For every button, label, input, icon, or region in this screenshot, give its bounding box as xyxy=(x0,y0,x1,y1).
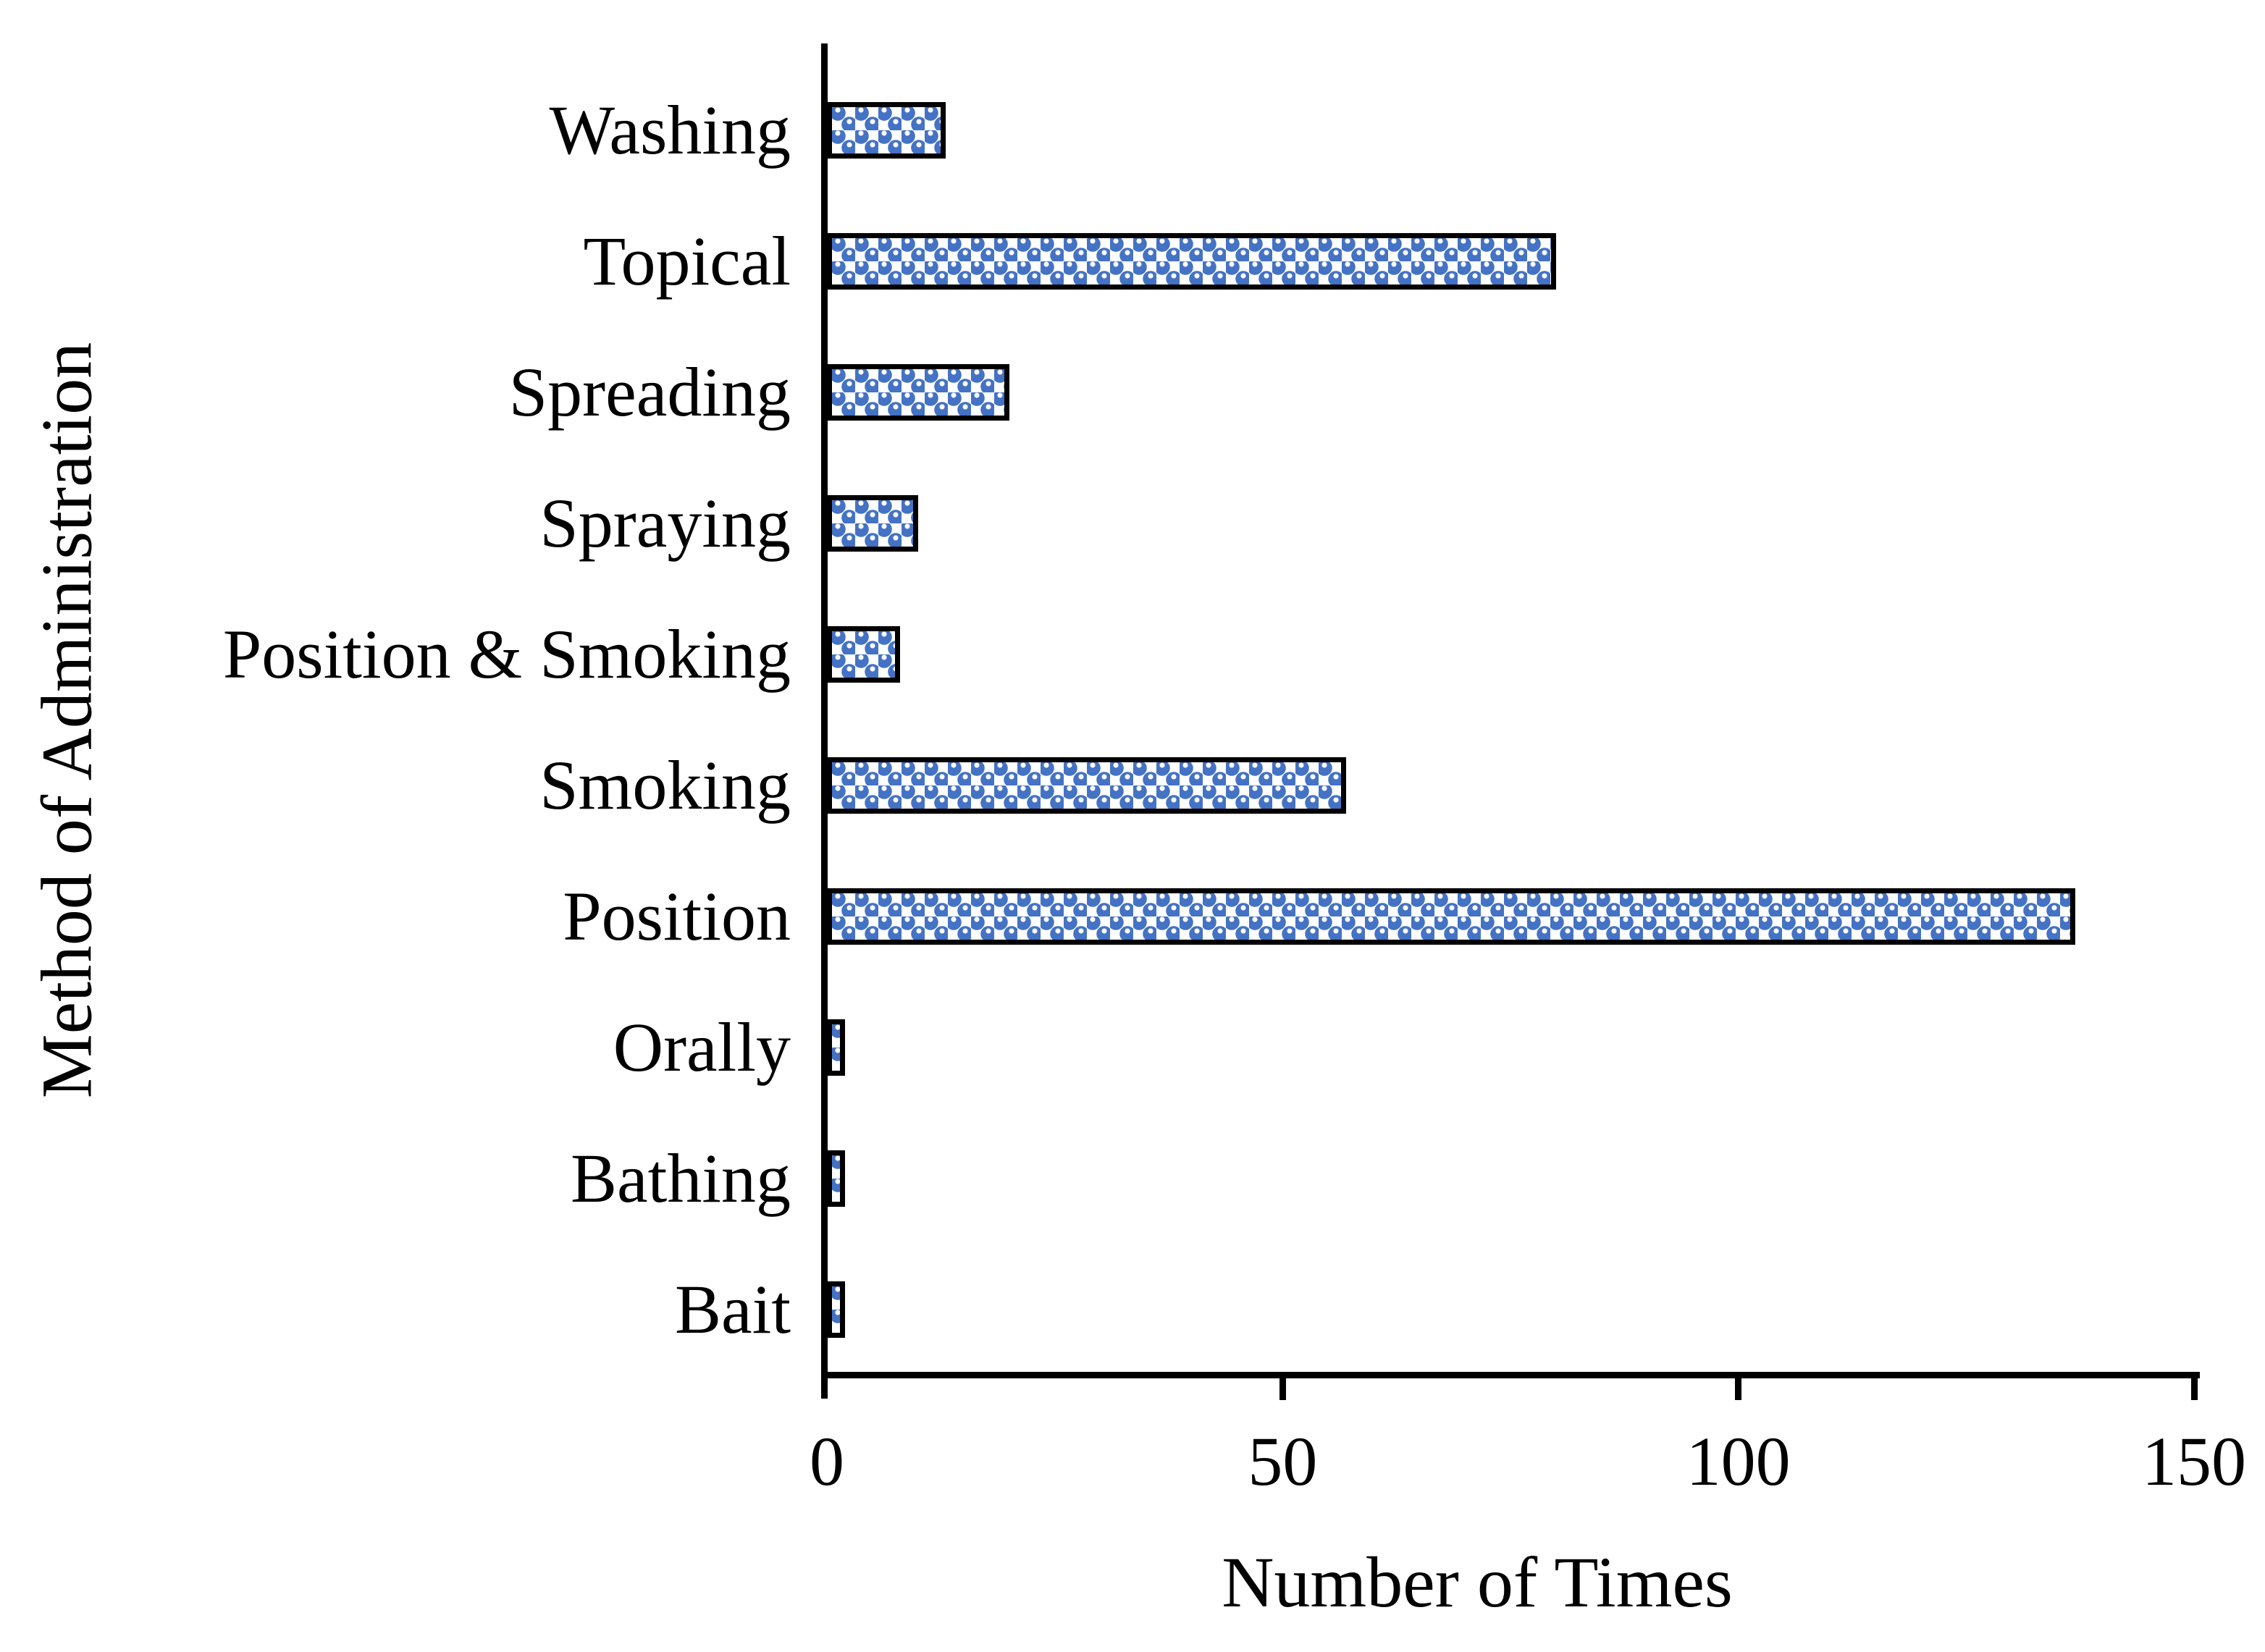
bar-position-smoking xyxy=(827,626,900,683)
bar-bathing xyxy=(827,1150,846,1207)
bar-topical xyxy=(827,233,1556,290)
bar-spraying xyxy=(827,495,918,552)
bar-orally xyxy=(827,1019,846,1076)
x-tick-mark xyxy=(1735,1378,1742,1400)
x-tick-mark xyxy=(1279,1378,1286,1400)
category-label: Topical xyxy=(583,222,791,300)
category-label: Smoking xyxy=(539,746,791,824)
category-label: Spraying xyxy=(539,484,791,562)
y-axis-line xyxy=(821,43,828,1399)
category-label: Orally xyxy=(613,1008,791,1086)
x-axis-line xyxy=(821,1372,2200,1378)
x-tick-label: 150 xyxy=(2142,1423,2246,1500)
category-label: Bathing xyxy=(571,1139,791,1217)
bar-washing xyxy=(827,102,946,159)
category-label: Position & Smoking xyxy=(222,615,791,694)
y-axis-title: Method of Administration xyxy=(26,342,107,1099)
category-label: Washing xyxy=(549,91,791,169)
category-label: Position xyxy=(563,877,791,955)
x-tick-label: 50 xyxy=(1248,1423,1318,1500)
x-tick-label: 0 xyxy=(810,1423,844,1500)
category-label: Spreading xyxy=(508,353,791,431)
bar-bait xyxy=(827,1281,846,1338)
bar-position xyxy=(827,888,2076,945)
x-axis-title: Number of Times xyxy=(1222,1542,1733,1622)
x-tick-label: 100 xyxy=(1686,1423,1791,1500)
bar-spreading xyxy=(827,364,1009,421)
x-tick-mark xyxy=(2190,1378,2198,1400)
category-label: Bait xyxy=(675,1270,791,1348)
bar-smoking xyxy=(827,757,1347,814)
